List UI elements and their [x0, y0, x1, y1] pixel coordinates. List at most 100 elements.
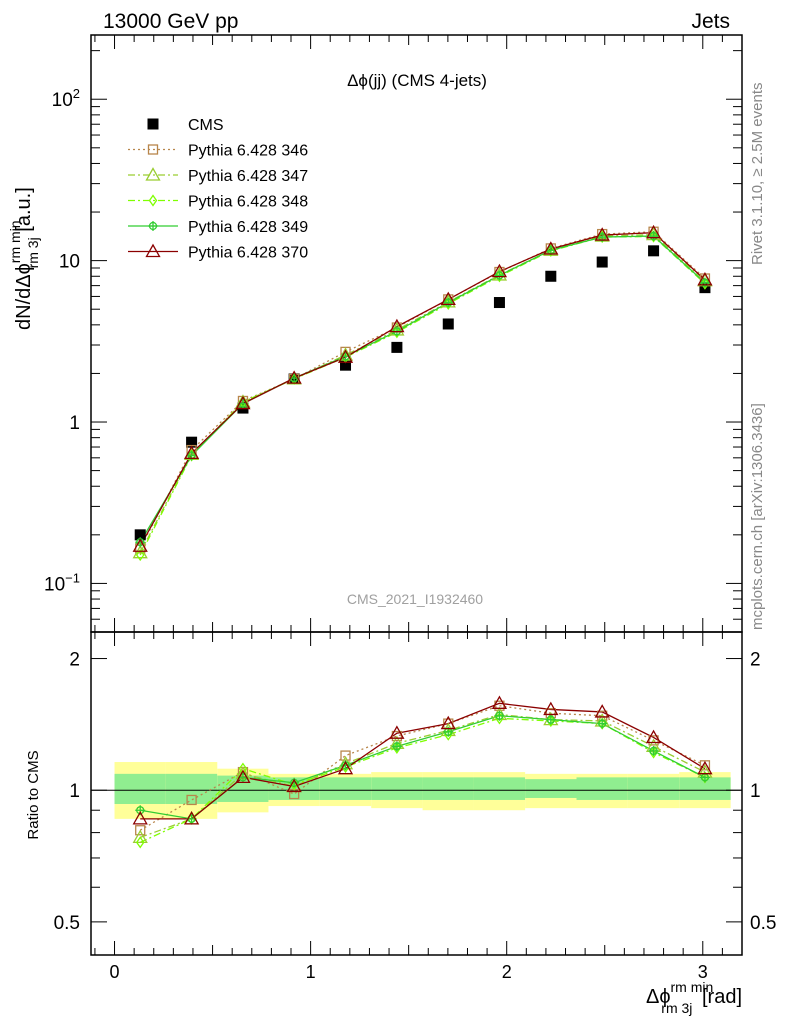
ratio-point-3-9-cross [597, 718, 608, 729]
top-point-5-3 [286, 370, 302, 384]
legend-marker [147, 144, 159, 155]
band-inner [422, 777, 474, 800]
header-left: 13000 GeV pp [103, 10, 238, 33]
ratio-point-0-11 [699, 760, 711, 771]
top-point-5-5 [389, 318, 405, 333]
chart-title: Δϕ(jj) (CMS 4-jets) [347, 71, 487, 90]
ratio-point-4-2 [235, 769, 251, 784]
ratio-series-line-4 [140, 702, 706, 820]
watermark: CMS_2021_I1932460 [347, 591, 483, 607]
series-markers [132, 224, 713, 849]
top-series-line-5 [139, 232, 706, 547]
ratio-point-4-7 [491, 695, 508, 709]
ratio-point-2-0 [135, 836, 145, 849]
band-inner [679, 777, 731, 800]
ratio-point-4-3 [286, 778, 302, 793]
ratio-point-4-5 [389, 725, 405, 739]
top-point-3-0 [135, 548, 145, 562]
ratio-y-tick-label-right: 0.5 [750, 913, 776, 934]
ratio-point-2-6 [443, 728, 453, 741]
ratio-y-tick-label: 2 [69, 650, 80, 671]
top-point-5-11 [697, 272, 713, 286]
ratio-point-0-10 [648, 735, 659, 746]
top-point-3-10 [649, 230, 658, 243]
top-point-0-1 [186, 436, 198, 448]
band-inner [319, 777, 372, 800]
ratio-point-4-10 [645, 729, 662, 744]
top-point-3-5 [392, 326, 402, 339]
top-point-5-6 [440, 291, 456, 306]
top-series-line-4 [139, 235, 706, 543]
ratio-point-0-1 [186, 794, 197, 806]
ratio-point-4-6 [440, 715, 456, 730]
top-point-5-2 [235, 395, 251, 410]
y-tick-label: 10−1 [44, 570, 80, 595]
ratio-point-4-0 [132, 811, 148, 825]
ratio-point-4-4 [337, 760, 354, 775]
ratio-point-3-8-cross [545, 714, 556, 725]
ratio-point-4-9 [594, 704, 610, 718]
top-point-5-8 [543, 241, 559, 255]
x-tick-label: 1 [306, 962, 316, 982]
legend-label: Pythia 6.428 349 [188, 219, 308, 236]
x-tick-label: 3 [698, 962, 708, 982]
top-point-3-11 [700, 277, 710, 290]
ratio-bands [91, 762, 742, 819]
top-point-4-6-cross [443, 297, 454, 308]
ratio-point-2-7 [495, 712, 504, 725]
legend-label: Pythia 6.428 346 [188, 143, 308, 160]
top-point-5-4 [337, 349, 354, 363]
header-right: Jets [691, 10, 730, 33]
legend: CMS Pythia 6.428 346 Pythia 6.428 347 Pythi… [128, 117, 308, 262]
series-lines [139, 231, 706, 843]
top-point-4-11-cross [699, 277, 710, 288]
top-series-line-2 [139, 233, 706, 553]
ratio-point-4-8 [543, 701, 559, 716]
legend-marker [147, 118, 159, 130]
top-point-0-5 [391, 341, 403, 353]
x-tick-label: 2 [502, 962, 512, 982]
ratio-point-3-7-cross [494, 710, 505, 721]
ratio-point-4-1 [183, 811, 200, 825]
x-axis-label: Δϕrm min rm 3j [rad] [646, 979, 742, 1016]
x-tick-label: 0 [110, 962, 120, 982]
legend-marker [145, 167, 161, 181]
top-series-line-3 [139, 235, 706, 556]
top-series-line-1 [139, 231, 706, 549]
top-point-3-8 [546, 244, 556, 257]
band-inner [165, 773, 218, 804]
legend-marker [148, 194, 158, 207]
y-tick-label: 102 [52, 86, 80, 111]
ratio-y-tick-label: 0.5 [54, 913, 80, 934]
axis-ticks: 0 1 2 3 10−1 1 10 102 0.5 0.5 1 1 2 2 [44, 35, 776, 982]
ratio-y-tick-label: 1 [69, 781, 80, 802]
top-point-5-7 [491, 263, 508, 278]
y-tick-label: 10 [59, 252, 80, 273]
top-point-4-7-cross [494, 270, 505, 281]
top-point-5-0 [132, 538, 148, 552]
top-point-0-0 [134, 529, 146, 541]
ratio-point-3-10-cross [648, 745, 659, 756]
top-point-5-1 [183, 445, 200, 459]
top-point-0-10 [648, 245, 660, 257]
ratio-point-0-0 [135, 825, 146, 836]
legend-marker-cross [148, 221, 158, 231]
top-point-3-7 [495, 270, 504, 283]
ratio-y-axis-label: Ratio to CMS [25, 750, 42, 839]
top-point-0-8 [545, 270, 557, 282]
ratio-point-3-5-cross [391, 741, 402, 752]
top-point-5-9 [594, 227, 610, 241]
ratio-y-tick-label-right: 2 [750, 650, 761, 671]
ratio-point-1-0 [132, 829, 148, 844]
top-point-0-6 [442, 318, 454, 330]
ratio-y-tick-label-right: 1 [750, 781, 761, 802]
ratio-point-0-5 [391, 730, 403, 742]
top-point-0-9 [596, 256, 608, 268]
band-inner [371, 777, 423, 800]
band-inner [576, 777, 628, 800]
legend-label: CMS [188, 117, 224, 134]
top-point-2-0 [132, 544, 148, 559]
ratio-frame [90, 631, 743, 956]
top-y-axis-label: dN/dΔϕrm min rm 3j [a.u.] [7, 187, 41, 330]
